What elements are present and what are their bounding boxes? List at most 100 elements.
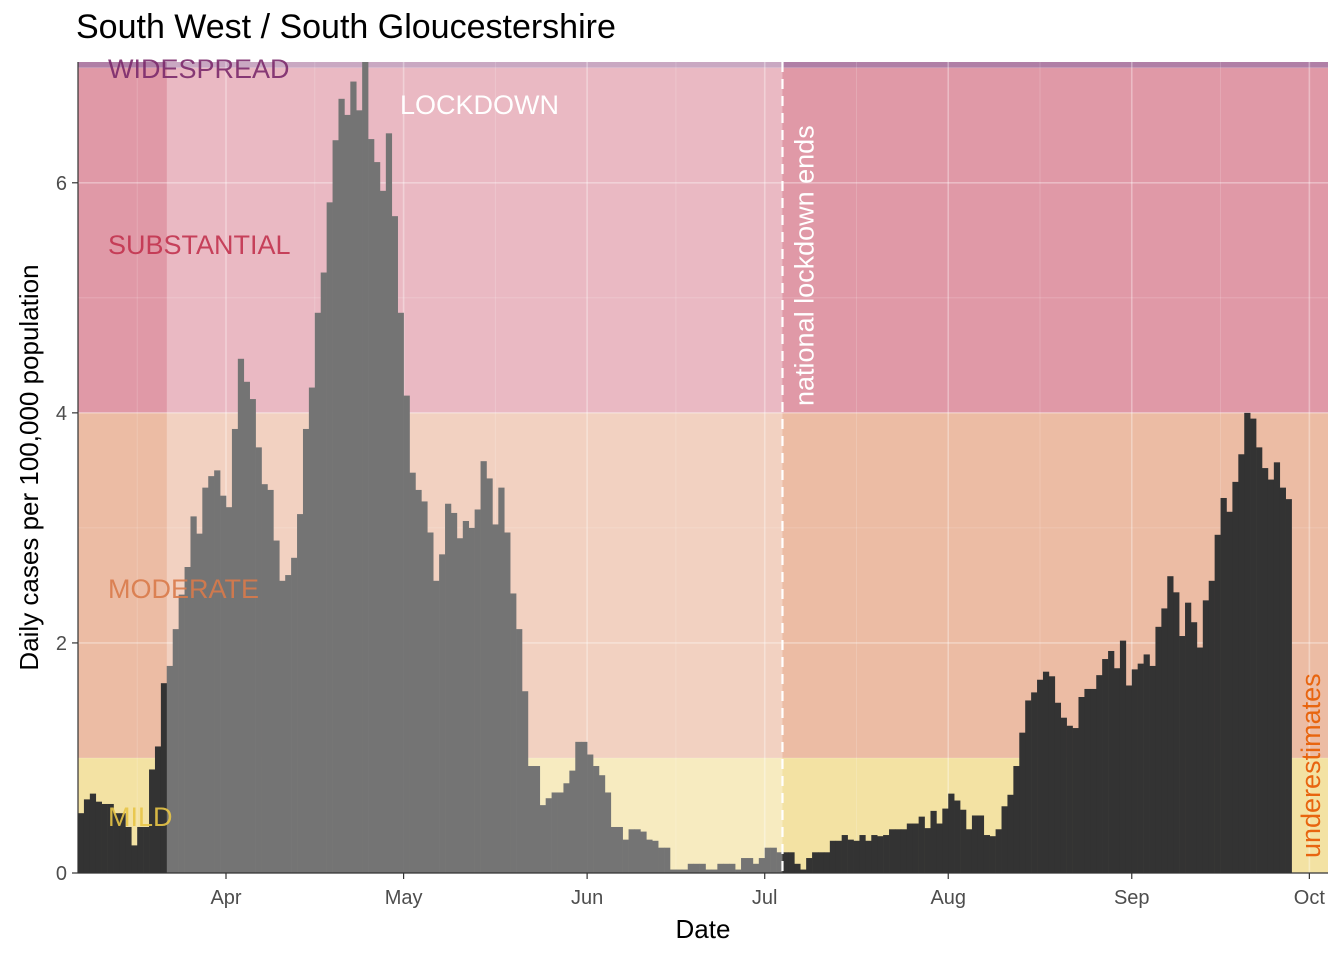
bar [835,840,842,873]
bar [977,815,985,873]
bar [687,863,694,873]
bar [942,808,949,873]
bar [302,428,310,873]
bar [776,852,783,873]
band-label-mild: MILD [108,802,173,832]
band-label-substantial: SUBSTANTIAL [108,230,291,260]
bar [237,358,245,873]
bar [202,487,209,873]
bar [427,532,434,873]
bar [616,826,623,873]
bar [214,470,221,873]
bar [971,815,979,873]
bar [889,829,896,873]
bar [551,792,558,873]
bar [1007,794,1014,873]
bar [841,835,848,873]
bar [1019,732,1026,873]
bar [746,858,754,873]
bar [646,839,653,873]
bar [640,831,647,873]
x-tick-label: Sep [1114,887,1150,909]
bar [226,507,233,873]
bar [113,813,120,873]
bar [338,98,345,874]
bar [1250,418,1257,873]
bar [675,869,683,873]
bar [918,816,925,873]
bar [1013,766,1020,873]
bar [368,139,375,874]
bar [533,766,541,873]
bar [172,629,179,873]
bar [960,809,967,873]
bar [894,829,902,873]
bar [261,484,268,873]
bar [1238,454,1245,873]
bar [800,869,807,873]
bar [664,847,671,873]
bar [137,826,144,873]
underestimates-label: underestimates [1296,673,1326,858]
bar [1143,654,1150,873]
bar [735,869,742,873]
bar [249,399,256,873]
bar [936,823,943,873]
bar [794,863,801,873]
bar [912,823,919,873]
bar [1042,671,1050,873]
bar [1060,717,1067,873]
bar [711,869,718,873]
bar [752,863,760,873]
bar [397,312,404,873]
lockdown-overlay [166,62,783,873]
bar [101,803,108,873]
bar [966,829,973,873]
bar [196,533,203,873]
bar [273,540,280,873]
bar [439,554,446,873]
y-axis-title: Daily cases per 100,000 population [14,264,44,670]
bar [344,114,351,873]
bar [681,869,689,873]
bar [1025,700,1032,873]
bar [764,847,771,873]
bar [332,140,339,873]
bar [1179,636,1186,873]
bar [758,858,766,873]
bar [190,516,197,873]
bar [1256,447,1263,873]
bar [581,741,588,873]
bar [1114,668,1121,873]
bar [1066,725,1073,873]
chart-title: South West / South Gloucestershire [76,8,616,46]
bar [1262,468,1269,873]
bar [143,826,150,873]
bar [1090,688,1097,873]
bar [598,775,606,873]
bar [220,495,227,873]
bar [522,691,529,873]
bar [693,863,700,873]
bar [948,793,955,873]
bar [1285,499,1292,873]
bar [385,133,393,873]
bar [741,858,748,873]
bar [883,835,890,873]
bar [468,527,475,873]
bar [409,472,416,873]
bar [498,487,505,873]
bar [1167,576,1174,873]
band-widespread [78,62,1328,68]
bar [729,863,736,873]
bar [1072,728,1079,873]
bar [160,683,168,873]
bar [545,798,552,873]
bar [504,532,511,873]
bar [1185,602,1192,873]
bar [995,829,1002,873]
lockdown-end-label: national lockdown ends [789,125,819,406]
bar [1208,580,1215,873]
bar [421,501,428,873]
bar [1137,663,1144,873]
